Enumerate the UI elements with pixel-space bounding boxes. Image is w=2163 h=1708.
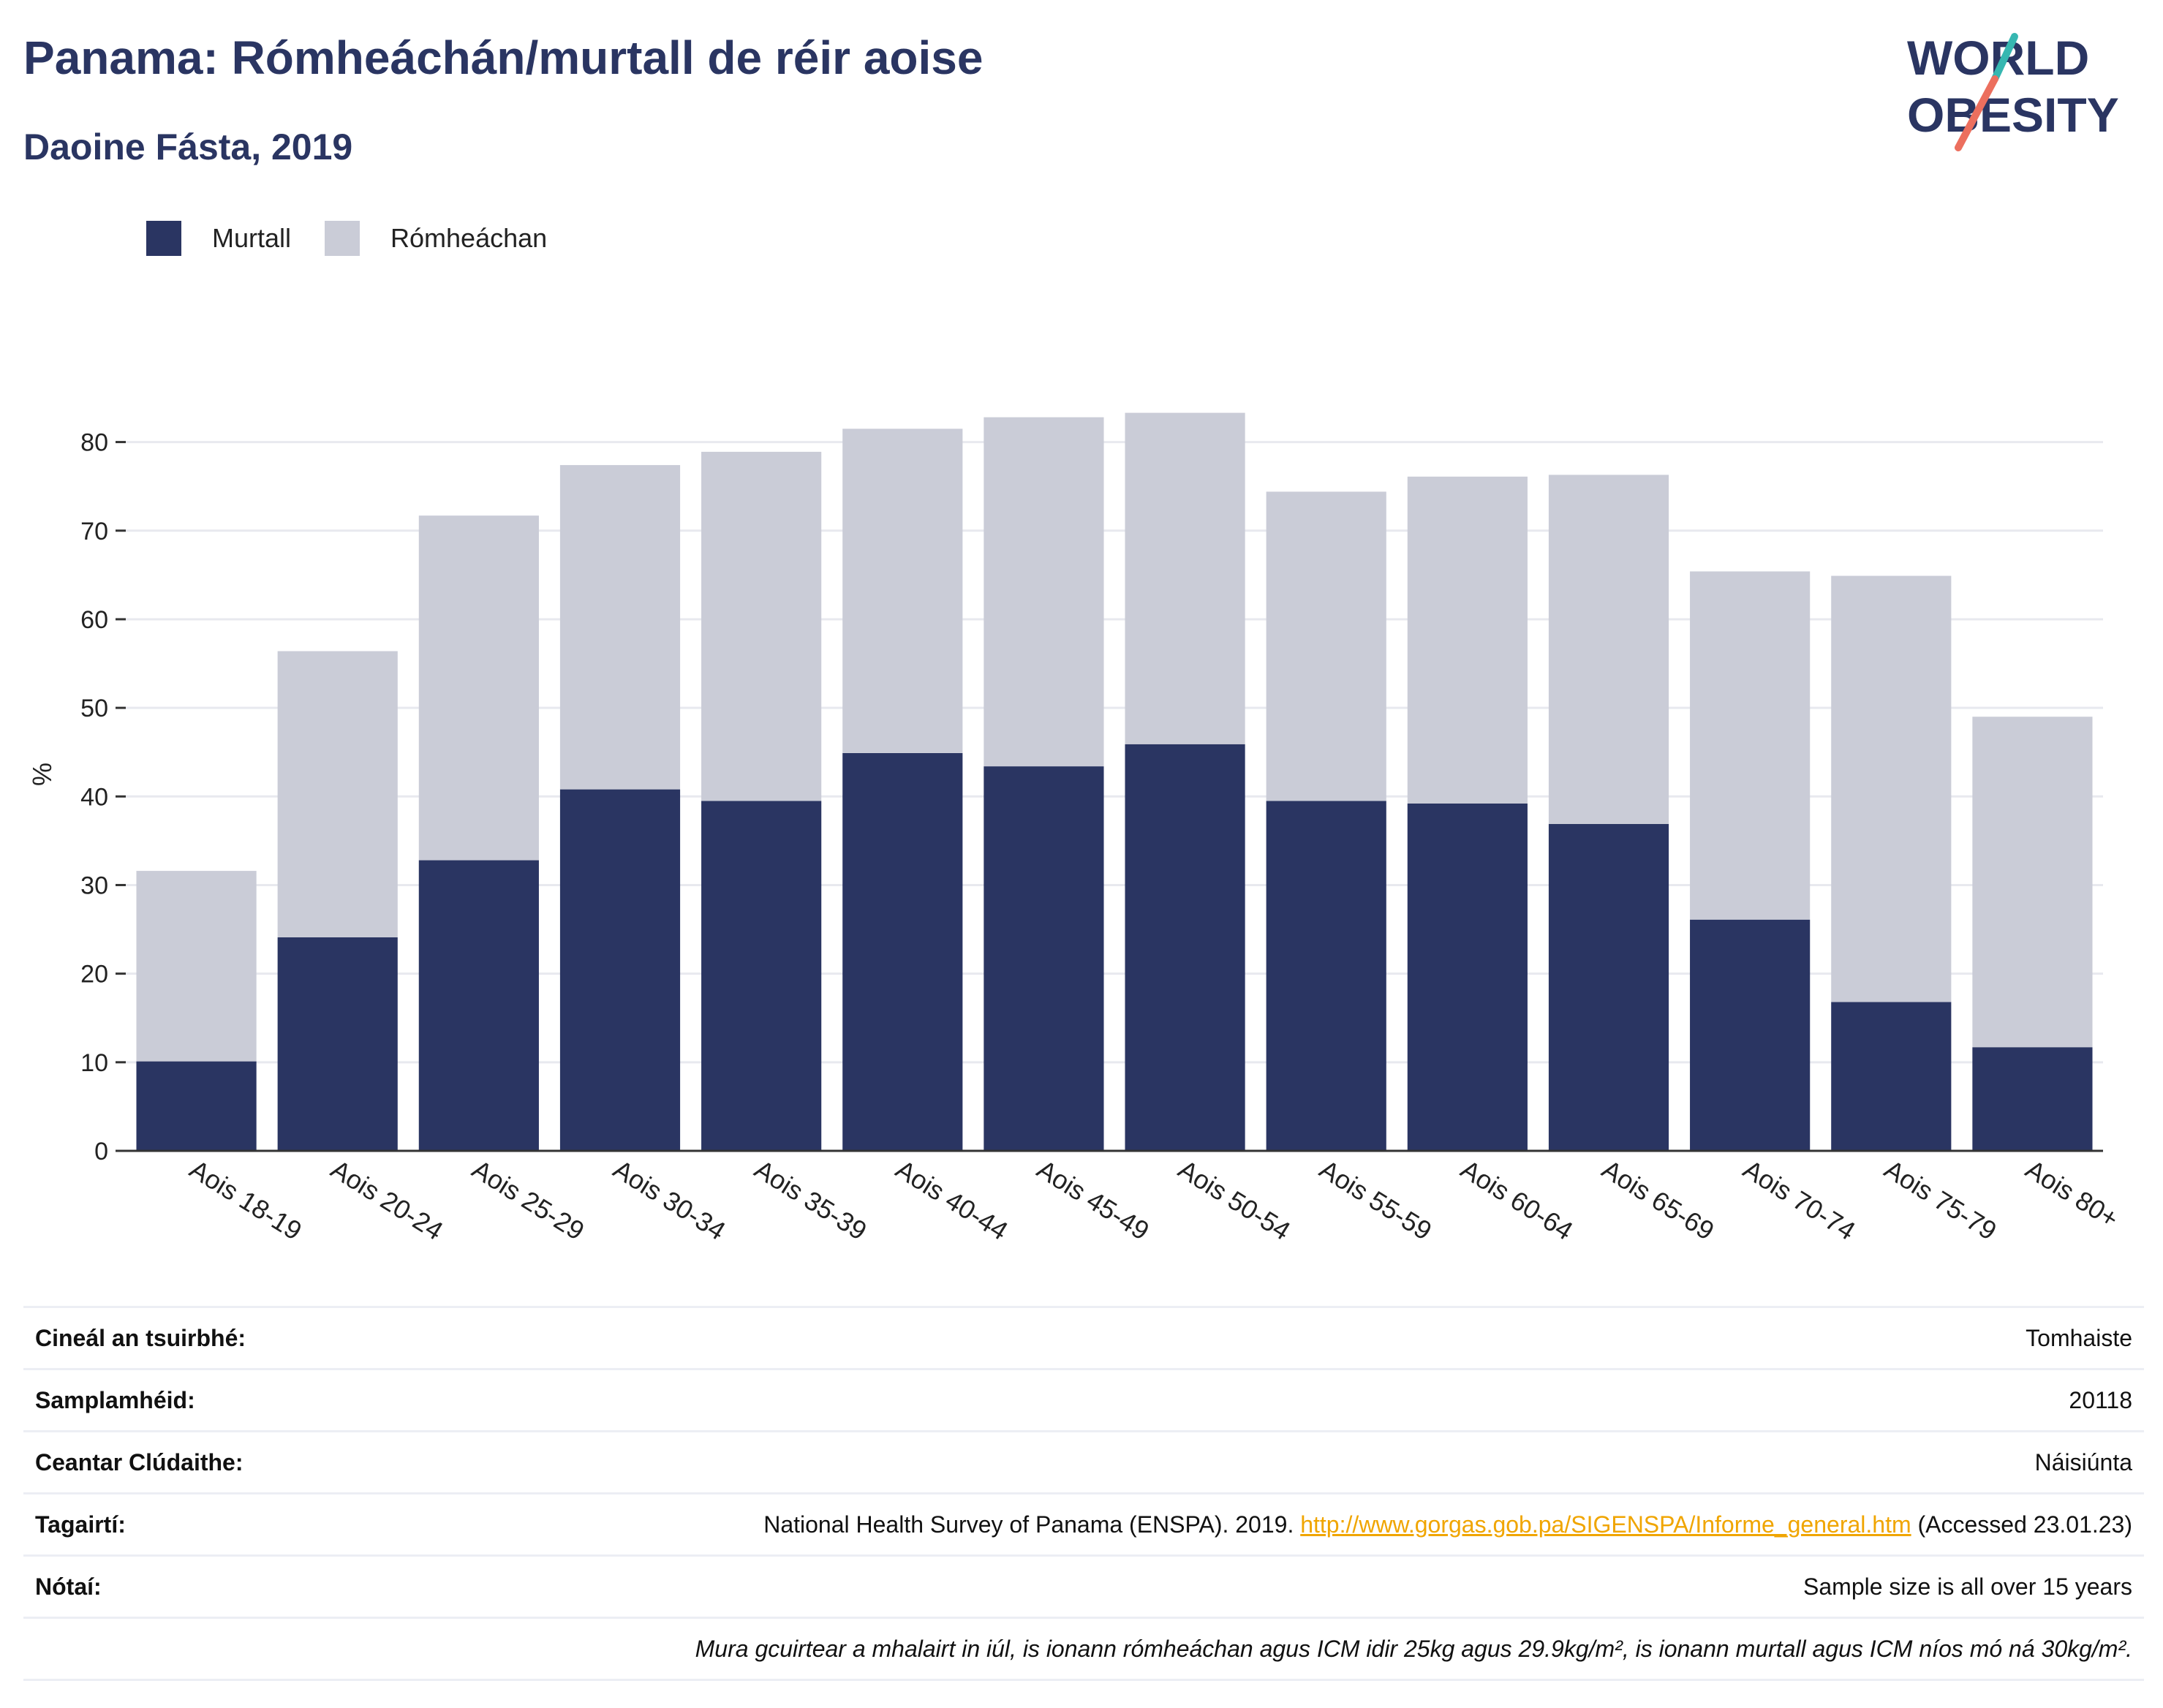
footnote-text: Mura gcuirtear a mhalairt in iúl, is ion… xyxy=(695,1635,2132,1662)
bar-murtall xyxy=(1972,1047,2093,1151)
bar-murtall xyxy=(559,789,681,1151)
info-row-sample-size: Samplamhéid: 20118 xyxy=(23,1368,2144,1430)
area-label: Ceantar Clúdaithe: xyxy=(35,1448,244,1475)
y-tick-label: 10 xyxy=(80,1049,108,1077)
area-value: Náisiúnta xyxy=(2034,1448,2132,1475)
bar-romheachan xyxy=(136,871,257,1062)
y-tick-label: 0 xyxy=(94,1138,108,1165)
x-tick-label: Aois 50-54 xyxy=(1173,1154,1296,1246)
legend-label-romheachan: Rómheáchan xyxy=(390,223,548,253)
x-tick-label: Aois 18-19 xyxy=(184,1154,307,1246)
info-row-notes: Nótaí: Sample size is all over 15 years xyxy=(23,1554,2144,1617)
x-tick-label: Aois 20-24 xyxy=(325,1154,448,1246)
y-tick-label: 60 xyxy=(80,606,108,634)
x-tick-label: Aois 75-79 xyxy=(1879,1154,2002,1246)
bar-romheachan xyxy=(418,515,539,861)
x-tick-label: Aois 30-34 xyxy=(608,1154,731,1246)
bar-romheachan xyxy=(842,428,963,753)
x-tick-label: Aois 40-44 xyxy=(891,1154,1013,1246)
info-row-area: Ceantar Clúdaithe: Náisiúnta xyxy=(23,1430,2144,1492)
sample-size-label: Samplamhéid: xyxy=(35,1386,195,1413)
x-tick-label: Aois 35-39 xyxy=(750,1154,872,1246)
bar-romheachan xyxy=(1972,717,2093,1048)
notes-value: Sample size is all over 15 years xyxy=(1803,1573,2132,1600)
y-axis-label: % xyxy=(27,763,57,786)
y-tick-label: 30 xyxy=(80,872,108,899)
reference-link[interactable]: http://www.gorgas.gob.pa/SIGENSPA/Inform… xyxy=(1300,1511,1911,1538)
bar-romheachan xyxy=(1831,575,1952,1002)
references-label: Tagairtí: xyxy=(35,1511,126,1538)
bar-romheachan xyxy=(1125,412,1245,744)
bar-romheachan xyxy=(1548,475,1669,824)
bar-murtall xyxy=(1266,801,1386,1151)
info-row-references: Tagairtí: National Health Survey of Pana… xyxy=(23,1492,2144,1554)
y-tick-label: 50 xyxy=(80,695,108,722)
survey-type-label: Cineál an tsuirbhé: xyxy=(35,1324,246,1351)
chart-title: Panama: Rómheáchán/murtall de réir aoise xyxy=(23,31,984,84)
survey-info-table: Cineál an tsuirbhé: Tomhaiste Samplamhéi… xyxy=(23,1306,2144,1681)
logo-slash-teal xyxy=(1991,33,2018,83)
bar-murtall xyxy=(418,860,539,1151)
x-tick-label: Aois 80+ xyxy=(2020,1154,2124,1234)
y-tick-label: 20 xyxy=(80,961,108,989)
legend-label-murtall: Murtall xyxy=(212,223,292,253)
x-tick-label: Aois 55-59 xyxy=(1314,1154,1437,1246)
bar-murtall xyxy=(136,1061,257,1151)
bar-romheachan xyxy=(701,451,822,801)
reference-accessed: (Accessed 23.01.23) xyxy=(1911,1511,2133,1538)
x-tick-label: Aois 65-69 xyxy=(1597,1154,1720,1246)
logo-word-obesity: OBESITY xyxy=(1907,88,2119,142)
bar-murtall xyxy=(1407,803,1528,1151)
x-tick-label: Aois 45-49 xyxy=(1032,1154,1155,1246)
bar-romheachan xyxy=(1407,476,1528,804)
x-tick-label: Aois 25-29 xyxy=(467,1154,590,1246)
world-obesity-logo: WORLD OBESITY xyxy=(1907,31,2119,151)
y-tick-label: 40 xyxy=(80,783,108,811)
info-row-footnote: Mura gcuirtear a mhalairt in iúl, is ion… xyxy=(23,1617,2144,1681)
chart-subtitle: Daoine Fásta, 2019 xyxy=(23,126,353,167)
legend-swatch-romheachan xyxy=(325,221,360,256)
x-tick-label: Aois 70-74 xyxy=(1738,1154,1861,1246)
bar-murtall xyxy=(701,801,822,1151)
bar-murtall xyxy=(842,752,963,1151)
bar-murtall xyxy=(277,937,398,1151)
references-value: National Health Survey of Panama (ENSPA)… xyxy=(763,1511,2144,1538)
bar-romheachan xyxy=(984,417,1104,767)
sample-size-value: 20118 xyxy=(2069,1386,2132,1413)
bar-romheachan xyxy=(559,465,681,790)
survey-type-value: Tomhaiste xyxy=(2026,1324,2132,1351)
bar-murtall xyxy=(1690,919,1811,1151)
chart-legend: Murtall Rómheáchan xyxy=(146,216,581,260)
logo-slash-coral xyxy=(1955,75,1998,151)
bar-romheachan xyxy=(1690,571,1811,920)
bar-murtall xyxy=(1125,744,1245,1151)
bar-murtall xyxy=(984,766,1104,1151)
bar-romheachan xyxy=(1266,491,1386,801)
x-tick-label: Aois 60-64 xyxy=(1456,1154,1579,1246)
reference-text: National Health Survey of Panama (ENSPA)… xyxy=(763,1511,1301,1538)
y-tick-label: 70 xyxy=(80,518,108,545)
bar-murtall xyxy=(1548,823,1669,1151)
notes-label: Nótaí: xyxy=(35,1573,102,1600)
bar-murtall xyxy=(1831,1002,1952,1151)
y-tick-label: 80 xyxy=(80,429,108,457)
bar-romheachan xyxy=(277,651,398,937)
info-row-survey-type: Cineál an tsuirbhé: Tomhaiste xyxy=(23,1306,2144,1368)
legend-swatch-murtall xyxy=(146,221,181,256)
